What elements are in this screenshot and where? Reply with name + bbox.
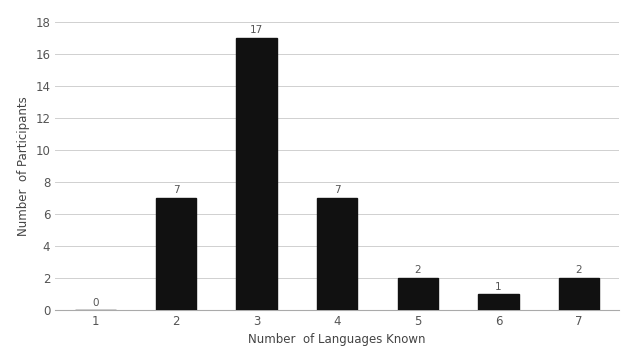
Text: 7: 7 xyxy=(334,185,340,195)
Text: 0: 0 xyxy=(92,298,99,307)
Bar xyxy=(478,294,518,310)
Bar xyxy=(317,198,357,310)
Text: 7: 7 xyxy=(173,185,179,195)
Text: 1: 1 xyxy=(495,281,502,291)
Bar xyxy=(156,198,196,310)
Bar xyxy=(237,38,277,310)
Bar xyxy=(559,278,599,310)
Text: 2: 2 xyxy=(576,265,583,276)
Text: 17: 17 xyxy=(250,25,263,35)
Text: 2: 2 xyxy=(415,265,421,276)
Bar xyxy=(398,278,438,310)
X-axis label: Number  of Languages Known: Number of Languages Known xyxy=(249,333,426,346)
Y-axis label: Number  of Participants: Number of Participants xyxy=(17,96,30,236)
